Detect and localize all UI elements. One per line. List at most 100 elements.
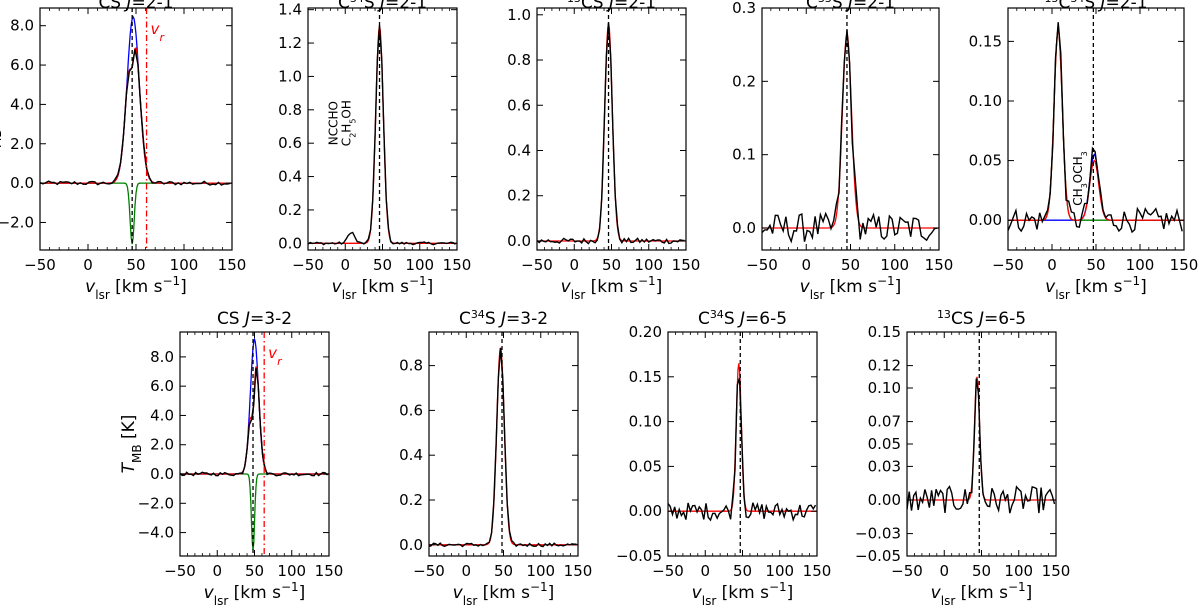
y-tick-label: 0.00: [868, 491, 901, 509]
axes-frame: [536, 7, 687, 251]
y-tick-label: 0.2: [507, 187, 531, 205]
x-tick-label: 50: [494, 562, 513, 580]
spectrum-panel: −50 0 50 100 150 0.0 0.2 0.4 0.6 0.8 C34S J=3-2 vls…: [399, 308, 592, 609]
x-axis-label: vlsr [km s−1]: [332, 274, 434, 302]
y-tick-label: 0.10: [629, 413, 662, 431]
series-line: [1008, 22, 1183, 234]
x-tick-label: 150: [1170, 256, 1199, 274]
x-tick-label: 150: [672, 256, 701, 274]
y-tick-label: −4.0: [138, 524, 174, 542]
series-line: [40, 49, 231, 186]
y-tick-label: 0.0: [732, 219, 756, 237]
series-line: [180, 367, 328, 477]
y-tick-label: 2.0: [150, 436, 174, 454]
y-tick-label: 4.0: [10, 95, 34, 113]
vr-label: vr: [268, 344, 283, 368]
series-line: [762, 29, 938, 244]
spectrum-panel: CH3OCH3 −50 0 50 100 150 0.00 0.05 0.10 0.15 13C34…: [969, 0, 1199, 302]
x-tick-label: 0: [212, 562, 222, 580]
y-tick-label: 8.0: [10, 17, 34, 35]
plot-area: [762, 8, 939, 250]
plot-area: [180, 332, 329, 556]
y-tick-label: 0.2: [732, 72, 756, 90]
y-tick-label: 0.6: [399, 401, 423, 419]
y-tick-label: 0.20: [629, 323, 662, 341]
y-tick-label: 1.2: [278, 34, 302, 52]
y-tick-label: 8.0: [150, 348, 174, 366]
y-tick-label: 0.4: [399, 446, 423, 464]
y-tick-label: −0.05: [855, 547, 901, 565]
series-line: [429, 348, 577, 548]
y-tick-label: −2.0: [138, 494, 174, 512]
y-tick-label: 1.0: [507, 6, 531, 24]
x-tick-label: 0: [340, 256, 350, 274]
y-tick-label: 0.3: [732, 0, 756, 17]
x-tick-label: 50: [841, 256, 860, 274]
y-tick-label: 0.0: [10, 174, 34, 192]
y-tick-label: 0.1: [732, 146, 756, 164]
panel-title: C33S J=2-1: [806, 0, 895, 13]
y-tick-label: 0.8: [507, 51, 531, 69]
axes-frame: [761, 7, 940, 251]
series-line: [1008, 29, 1184, 221]
series-line: [668, 363, 817, 512]
x-tick-label: −50: [521, 256, 553, 274]
y-tick-label: 0.4: [278, 168, 302, 186]
plot-area: [308, 8, 457, 250]
x-tick-label: 50: [602, 256, 621, 274]
x-tick-label: 0: [801, 256, 811, 274]
x-tick-label: 0: [569, 256, 579, 274]
panel-title: 13C34S J=2-1: [1044, 0, 1147, 13]
series-line: [180, 473, 329, 551]
panel-title: 13CS J=2-1: [567, 0, 656, 13]
y-tick-label: 0.03: [868, 457, 901, 475]
y-tick-label: 0.0: [278, 234, 302, 252]
y-tick-label: −2.0: [0, 213, 34, 231]
x-tick-label: 100: [526, 562, 555, 580]
spectrum-panel: −50 0 50 100 150 0.0 0.1 0.2 0.3 C33S J=2-1 vlsr […: [732, 0, 953, 302]
x-tick-label: 150: [443, 256, 472, 274]
x-tick-label: 150: [1042, 562, 1071, 580]
x-tick-label: 0: [700, 562, 710, 580]
y-tick-label: 0.00: [969, 211, 1002, 229]
plot-area: [1008, 8, 1184, 250]
x-tick-label: 50: [373, 256, 392, 274]
x-tick-label: 150: [564, 562, 593, 580]
y-tick-label: 0.12: [868, 357, 901, 375]
series-line: [429, 347, 578, 546]
y-tick-label: 0.10: [969, 92, 1002, 110]
vr-label: vr: [151, 20, 166, 44]
panel-title: C34S J=3-2: [459, 308, 548, 330]
x-tick-label: −50: [413, 562, 445, 580]
y-tick-label: 6.0: [150, 377, 174, 395]
annotation-label: NCCHO: [326, 101, 340, 145]
y-tick-label: −0.05: [616, 547, 662, 565]
y-tick-label: 0.0: [150, 465, 174, 483]
x-tick-label: 50: [1086, 256, 1105, 274]
spectrum-panel: −50 0 50 100 150 −0.05 −0.03 0.00 0.03 0.05 0.07 0.…: [855, 308, 1070, 609]
x-tick-label: −50: [891, 562, 923, 580]
x-tick-label: 100: [634, 256, 663, 274]
series-line: [308, 25, 456, 246]
x-axis-label: vlsr [km s−1]: [931, 580, 1033, 608]
y-tick-label: 0.15: [629, 368, 662, 386]
y-tick-label: 0.8: [399, 357, 423, 375]
x-tick-label: 100: [880, 256, 909, 274]
series-line: [668, 377, 817, 522]
plot-area: [429, 332, 578, 556]
series-line: [40, 15, 232, 184]
axes-frame: [39, 7, 233, 251]
x-axis-label: vlsr [km s−1]: [85, 274, 187, 302]
y-tick-label: 0.05: [629, 457, 662, 475]
x-tick-label: 50: [733, 562, 752, 580]
x-tick-label: 100: [170, 256, 199, 274]
spectrum-panel: −50 0 50 100 150 0.0 0.2 0.4 0.6 0.8 1.0 13CS J=2-1…: [507, 0, 700, 302]
x-tick-label: 100: [277, 562, 306, 580]
x-axis-label: vlsr [km s−1]: [204, 580, 306, 608]
x-tick-label: −50: [652, 562, 684, 580]
series-line: [1008, 29, 1184, 221]
plot-area: [537, 8, 686, 250]
x-tick-label: 150: [925, 256, 954, 274]
annotation-label: C2H5OH: [339, 100, 357, 146]
